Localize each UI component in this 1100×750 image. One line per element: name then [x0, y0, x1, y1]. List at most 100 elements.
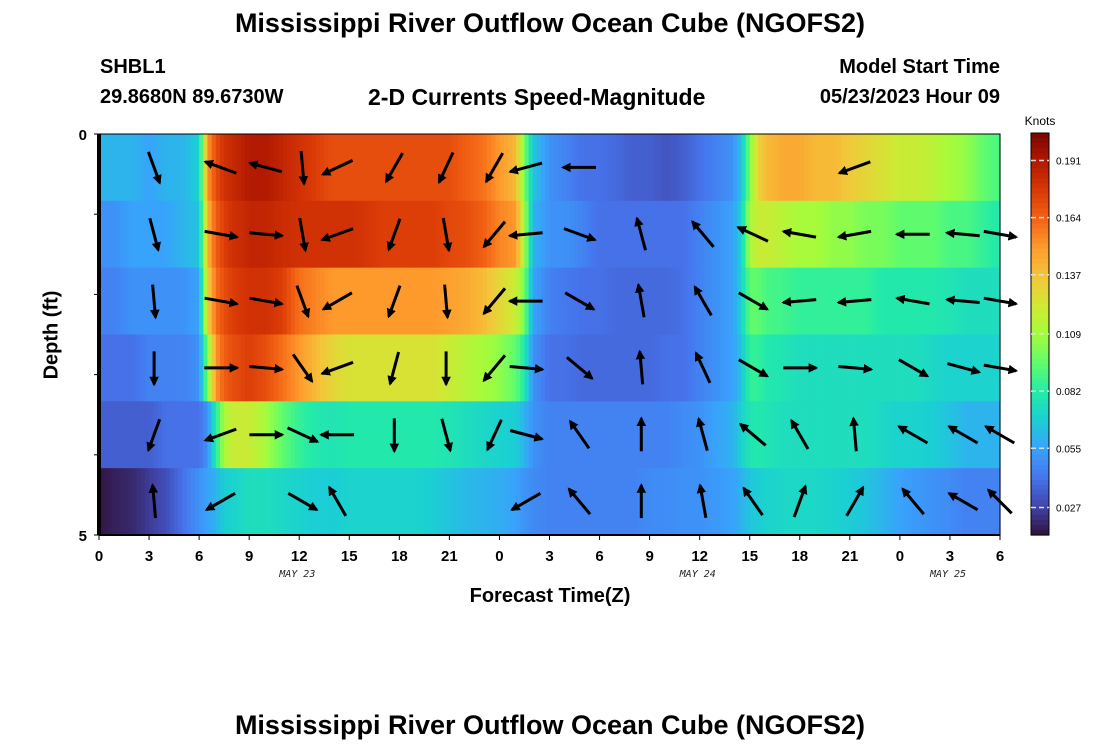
current-vector [509, 363, 545, 374]
colorbar-segment [1031, 489, 1049, 496]
heatmap-cell [382, 334, 388, 402]
colorbar-label: Knots [1025, 114, 1056, 128]
heatmap-cell [286, 468, 292, 536]
heatmap-cell [653, 200, 659, 269]
current-vector [204, 296, 239, 308]
heatmap-cell [340, 200, 346, 269]
heatmap-cell [924, 334, 930, 402]
heatmap-cell [374, 334, 380, 402]
heatmap-cell [870, 334, 876, 402]
heatmap-cell [124, 267, 129, 336]
heatmap-cell [591, 401, 596, 469]
heatmap-cell [157, 267, 163, 336]
heatmap-cell [899, 468, 905, 536]
heatmap-cell [728, 267, 734, 336]
heatmap-cell [503, 468, 509, 536]
heatmap-cell [587, 401, 592, 469]
heatmap-cell [716, 468, 722, 536]
heatmap-cell [411, 200, 417, 269]
heatmap-cell [182, 267, 188, 336]
colorbar-tick-label: 0.164 [1056, 214, 1081, 225]
heatmap-cell [883, 334, 888, 402]
heatmap-cell [824, 334, 830, 402]
heatmap-cell [891, 267, 897, 336]
current-vector [320, 227, 354, 242]
current-vector [482, 287, 507, 316]
colorbar-segment [1031, 344, 1049, 350]
heatmap-cell [411, 334, 417, 402]
colorbar-segment [1031, 188, 1049, 194]
heatmap-cell [119, 134, 125, 202]
x-tick-label: 9 [245, 548, 253, 565]
heatmap-cell [345, 334, 350, 402]
heatmap-cell [833, 334, 838, 402]
heatmap-cell [737, 267, 742, 336]
heatmap-cell [870, 200, 876, 269]
heatmap-cell [574, 267, 580, 336]
heatmap-cell [274, 134, 279, 202]
colorbar-segment [1031, 359, 1049, 365]
current-vector [568, 419, 591, 450]
heatmap-cell [236, 334, 242, 402]
heatmap-cell [115, 267, 121, 336]
heatmap-cell [507, 401, 513, 469]
heatmap-cell [499, 134, 505, 202]
heatmap-cell [470, 468, 476, 536]
heatmap-cell [115, 200, 121, 269]
heatmap-cell [178, 134, 184, 202]
heatmap-cell [662, 267, 667, 336]
heatmap-cell [637, 267, 642, 336]
heatmap-cell [441, 267, 446, 336]
x-tick-label: 3 [946, 548, 954, 565]
colorbar-segment [1031, 238, 1049, 245]
colorbar-segment [1031, 173, 1049, 179]
heatmap-cell [466, 267, 471, 336]
heatmap-cell [557, 267, 563, 336]
heatmap-cell [557, 334, 563, 402]
heatmap-cell [716, 200, 722, 269]
heatmap-cell [854, 401, 859, 469]
heatmap-cell [395, 267, 400, 336]
heatmap-cell [169, 200, 175, 269]
heatmap-cell [645, 267, 651, 336]
heatmap-cell [945, 468, 951, 536]
heatmap-cell [457, 267, 463, 336]
heatmap-cell [641, 134, 647, 202]
heatmap-cell [232, 134, 238, 202]
colorbar-segment [1031, 474, 1049, 481]
heatmap-cell [124, 200, 129, 269]
heatmap-cell [361, 334, 367, 402]
heatmap-cell [566, 468, 571, 536]
heatmap-cell [862, 468, 868, 536]
heatmap-cell [307, 468, 313, 536]
heatmap-cell [169, 267, 175, 336]
heatmap-cell [628, 134, 634, 202]
heatmap-cell [445, 334, 450, 402]
heatmap-cell [837, 401, 843, 469]
heatmap-cell [541, 134, 546, 202]
heatmap-cell [899, 267, 905, 336]
heatmap-cell [245, 200, 250, 269]
heatmap-cell [929, 401, 934, 469]
heatmap-cell [712, 334, 717, 402]
current-vector [386, 218, 402, 252]
heatmap-cell [436, 334, 442, 402]
heatmap-cell [182, 134, 188, 202]
current-vector [837, 160, 871, 175]
heatmap-cell [107, 401, 113, 469]
colorbar-segment [1031, 283, 1049, 290]
heatmap-cell [149, 200, 154, 269]
heatmap-cell [132, 468, 138, 536]
heatmap-cell [837, 334, 843, 402]
heatmap-cell [587, 200, 592, 269]
heatmap-cell [399, 401, 405, 469]
heatmap-cell [887, 468, 893, 536]
heatmap-cell [883, 267, 888, 336]
heatmap-cell [620, 267, 626, 336]
heatmap-cell [128, 468, 133, 536]
heatmap-cell [762, 267, 768, 336]
heatmap-cell [232, 401, 238, 469]
heatmap-cell [428, 401, 434, 469]
heatmap-cell [699, 134, 705, 202]
heatmap-cell [674, 267, 680, 336]
